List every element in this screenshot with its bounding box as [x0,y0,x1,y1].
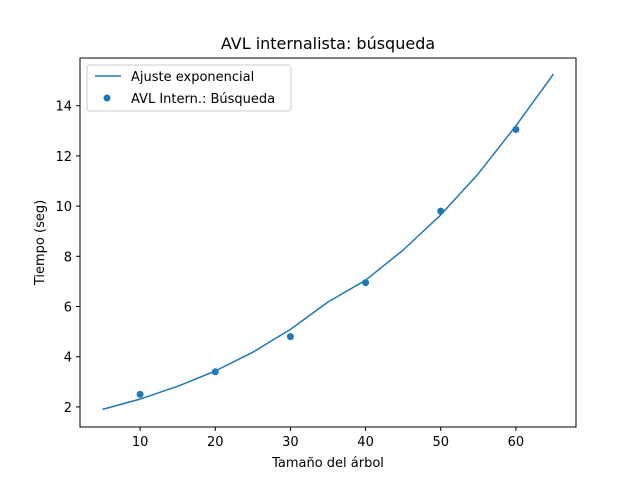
x-tick-label: 60 [508,435,525,450]
y-tick-label: 14 [55,100,72,115]
data-point [286,333,294,341]
x-tick-label: 40 [357,435,374,450]
y-axis: 2 4 6 8 10 12 14 [55,100,80,416]
chart-title: AVL internalista: búsqueda [221,34,435,53]
legend-box [86,64,292,112]
y-tick-label: 6 [64,301,72,316]
data-point [512,126,520,133]
data-point [136,390,144,398]
data-point [211,368,219,376]
y-tick-label: 8 [64,250,72,265]
plot-area [102,73,555,411]
y-tick-label: 12 [55,150,72,165]
y-axis-label: Tiempo (seg) [33,200,48,286]
fit-curve [102,73,555,411]
x-axis: 10 20 30 40 50 60 [132,427,524,450]
x-tick-label: 20 [207,435,224,450]
y-tick-label: 10 [55,200,72,215]
legend-label-fit: Ajuste exponencial [131,70,254,85]
data-point [362,279,370,287]
y-tick-label: 2 [64,401,72,416]
x-axis-label: Tamaño del árbol [271,456,384,471]
x-tick-label: 50 [432,435,449,450]
x-tick-label: 30 [282,435,299,450]
plot-frame [79,57,577,428]
x-tick-label: 10 [132,435,149,450]
legend: Ajuste exponencial AVL Intern.: Búsqueda [86,64,292,112]
y-tick-label: 4 [64,351,72,366]
legend-marker-swatch [103,94,111,102]
data-point [437,207,445,215]
legend-label-points: AVL Intern.: Búsqueda [131,92,275,107]
